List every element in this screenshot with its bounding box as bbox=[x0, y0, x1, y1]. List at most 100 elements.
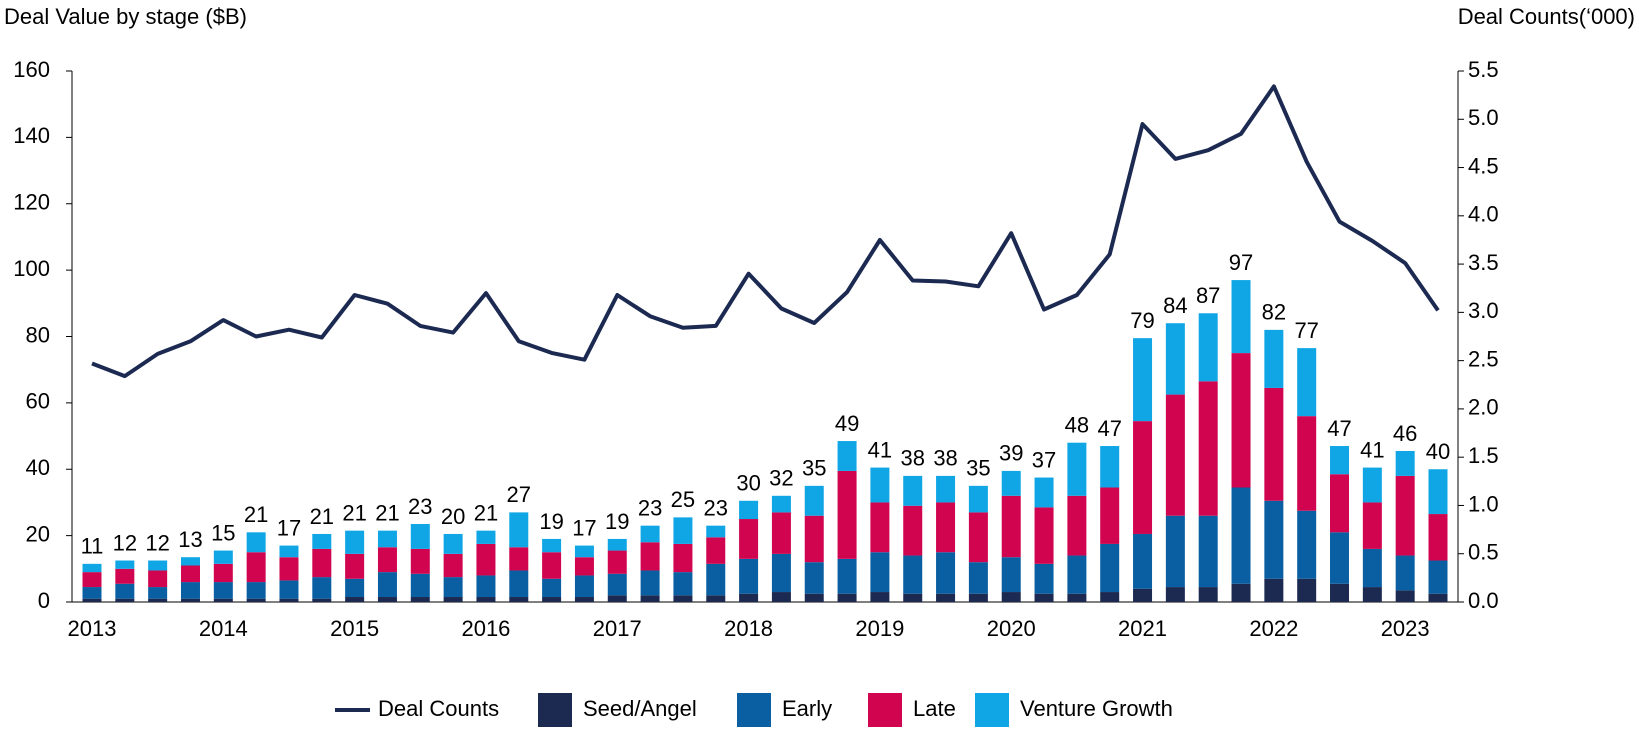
data-label: 15 bbox=[211, 520, 235, 545]
bar-segment bbox=[148, 560, 168, 571]
y-tick-label: 20 bbox=[26, 521, 50, 546]
y2-tick-label: 1.0 bbox=[1468, 491, 1499, 516]
bar-segment bbox=[739, 519, 759, 559]
bar-segment bbox=[542, 538, 562, 553]
bar-segment bbox=[509, 570, 529, 598]
bar-segment bbox=[870, 592, 890, 602]
y2-tick-label: 4.5 bbox=[1468, 153, 1499, 178]
bar-segment bbox=[1133, 533, 1153, 589]
x-tick-label: 2015 bbox=[330, 616, 379, 641]
data-label: 39 bbox=[999, 441, 1023, 466]
data-label: 37 bbox=[1032, 447, 1056, 472]
bar-segment bbox=[246, 552, 266, 583]
y2-tick-label: 2.5 bbox=[1468, 346, 1499, 371]
y2-tick-label: 0.0 bbox=[1468, 588, 1499, 613]
y2-tick-label: 4.0 bbox=[1468, 202, 1499, 227]
bar-segment bbox=[377, 547, 397, 573]
bar-segment bbox=[1330, 532, 1350, 584]
bar-segment bbox=[180, 565, 200, 583]
bar-segment bbox=[410, 524, 430, 549]
data-label: 21 bbox=[474, 500, 498, 525]
bar-segment bbox=[377, 530, 397, 548]
bar-segment bbox=[213, 550, 233, 564]
bar-segment bbox=[1231, 487, 1251, 584]
bar-segment bbox=[607, 573, 627, 596]
data-label: 21 bbox=[310, 504, 334, 529]
bar-segment bbox=[1198, 381, 1218, 516]
bar-segment bbox=[443, 597, 463, 602]
line-series bbox=[91, 84, 1440, 379]
bar-segment bbox=[443, 577, 463, 598]
bar-segment bbox=[1001, 495, 1021, 558]
bar-segment bbox=[1395, 590, 1415, 602]
x-tick-label: 2021 bbox=[1118, 616, 1167, 641]
y2-tick-label: 5.0 bbox=[1468, 105, 1499, 130]
x-tick-label: 2022 bbox=[1249, 616, 1298, 641]
bar-segment bbox=[640, 570, 660, 596]
bar-segment bbox=[1100, 543, 1120, 593]
x-tick-label: 2016 bbox=[461, 616, 510, 641]
bar-segment bbox=[312, 533, 332, 549]
data-label: 40 bbox=[1426, 439, 1450, 464]
bar-segment bbox=[1231, 280, 1251, 354]
bar-segment bbox=[1297, 578, 1317, 602]
data-label: 79 bbox=[1130, 308, 1154, 333]
y-tick-label: 160 bbox=[13, 57, 50, 82]
data-label: 49 bbox=[835, 411, 859, 436]
data-label: 47 bbox=[1327, 416, 1351, 441]
bar-segment bbox=[1297, 510, 1317, 579]
bar-segment bbox=[1133, 421, 1153, 534]
bar-segment bbox=[1264, 500, 1284, 579]
bar-segment bbox=[148, 598, 168, 602]
bar-segment bbox=[607, 538, 627, 551]
data-label: 48 bbox=[1065, 413, 1089, 438]
data-label: 35 bbox=[802, 456, 826, 481]
y-tick-label: 0 bbox=[38, 588, 50, 613]
bar-segment bbox=[1231, 353, 1251, 488]
y-axis-title: Deal Value by stage ($B) bbox=[4, 4, 247, 29]
bar-segment bbox=[312, 548, 332, 578]
bar-segment bbox=[739, 500, 759, 520]
bar-segment bbox=[312, 598, 332, 602]
bar-segment bbox=[509, 512, 529, 548]
bar-segment bbox=[1198, 515, 1218, 588]
bar-segment bbox=[640, 542, 660, 571]
bar-segment bbox=[542, 578, 562, 598]
data-label: 30 bbox=[736, 471, 760, 496]
x-tick-label: 2014 bbox=[199, 616, 248, 641]
bar-segment bbox=[345, 597, 365, 602]
bar-segment bbox=[1362, 587, 1382, 602]
bar-segment bbox=[1362, 548, 1382, 588]
data-label: 17 bbox=[277, 515, 301, 540]
y-tick-label: 140 bbox=[13, 123, 50, 148]
bar-segment bbox=[410, 597, 430, 602]
bar-segment bbox=[903, 593, 923, 602]
data-label: 41 bbox=[1360, 437, 1384, 462]
bar-segment bbox=[936, 593, 956, 602]
bar-segment bbox=[673, 572, 693, 596]
bar-segment bbox=[870, 502, 890, 553]
data-label: 21 bbox=[342, 500, 366, 525]
data-label: 46 bbox=[1393, 421, 1417, 446]
bar-segment bbox=[837, 558, 857, 594]
bar-segment bbox=[1198, 313, 1218, 382]
bar-segment bbox=[1264, 578, 1284, 602]
data-label: 17 bbox=[572, 515, 596, 540]
bar-segment bbox=[82, 587, 102, 599]
bar-segment bbox=[1198, 587, 1218, 602]
bar-segment bbox=[410, 573, 430, 598]
legend-label: Venture Growth bbox=[1020, 696, 1173, 721]
bar-segment bbox=[1428, 593, 1448, 602]
bar-segment bbox=[115, 598, 135, 602]
bar-segment bbox=[903, 555, 923, 594]
bar-segment bbox=[443, 533, 463, 554]
bar-segment bbox=[1297, 416, 1317, 511]
y2-tick-label: 1.5 bbox=[1468, 443, 1499, 468]
bar-segment bbox=[1067, 555, 1087, 594]
bar-segment bbox=[509, 547, 529, 571]
data-label: 19 bbox=[539, 509, 563, 534]
bar-segment bbox=[246, 532, 266, 553]
bar-segment bbox=[574, 557, 594, 576]
bar-segment bbox=[706, 595, 726, 602]
bar-segment bbox=[739, 558, 759, 594]
